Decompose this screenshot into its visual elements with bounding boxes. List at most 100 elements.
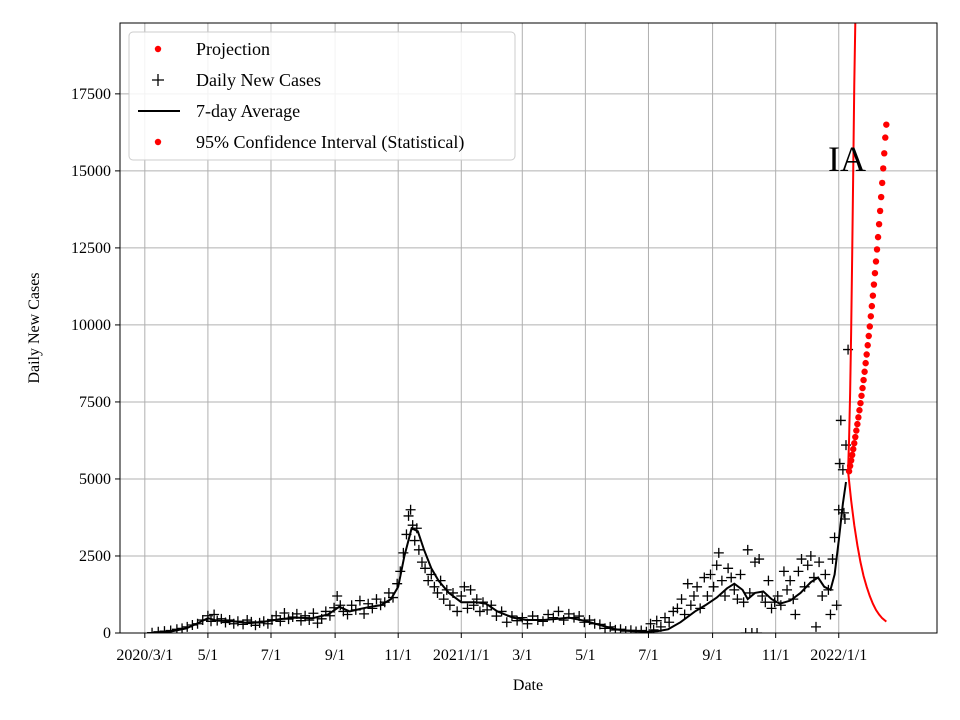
daily-cases-point [279,607,290,618]
daily-cases-point [548,612,559,623]
daily-cases-point [465,584,476,595]
daily-cases-point [254,617,265,628]
daily-cases-point [796,554,807,565]
projection-point [874,233,882,241]
projection-point [867,313,875,320]
daily-cases-point [558,615,569,626]
daily-cases-point [209,609,220,620]
daily-cases-point [719,591,730,602]
daily-cases-point [482,604,493,615]
y-axis-label: Daily New Cases [26,272,43,383]
projection-point [868,302,876,310]
projection-point [855,414,862,421]
daily-cases-point [605,621,616,632]
daily-cases-point [411,523,422,534]
legend-label: Projection [196,39,270,59]
projection-point [878,179,886,187]
daily-cases-point [708,581,719,592]
x-tick-label: 2022/1/1 [810,647,867,664]
daily-cases-point [459,581,470,592]
daily-cases-point [790,609,801,620]
series-layer [147,23,890,633]
projection-point [873,246,881,253]
projection-point [850,445,857,453]
daily-cases-point [808,572,819,583]
daily-cases-point [232,616,243,627]
daily-cases-point [388,592,399,603]
legend-dot-marker [154,45,162,53]
projection-point [857,399,864,407]
daily-cases-point [754,554,765,565]
daily-cases-point [579,617,590,628]
daily-cases-point [335,600,346,611]
daily-cases-point [625,625,636,633]
daily-cases-point [772,591,783,602]
daily-cases-point [532,615,543,626]
daily-cases-point [228,618,239,629]
daily-cases-point [271,610,282,621]
projection-point [847,457,855,464]
region-label: IA [828,139,866,179]
daily-cases-point [182,621,193,632]
projection-point [851,440,858,447]
daily-cases-point [444,600,455,611]
daily-cases-point [329,602,340,613]
daily-cases-point [802,560,813,571]
daily-cases-point [651,615,662,626]
daily-cases-point [291,608,302,619]
daily-cases-point [435,575,446,586]
daily-cases-point [423,575,434,586]
daily-cases-point [655,621,666,632]
y-tick-label: 12500 [71,240,111,257]
daily-cases-point [711,560,722,571]
daily-cases-point [732,594,743,605]
daily-cases-point [620,626,631,633]
daily-cases-point [187,619,198,630]
daily-cases-point [420,563,431,574]
daily-cases-point [600,623,611,633]
daily-cases-point [308,608,319,619]
daily-cases-point [631,626,642,633]
daily-cases-point [735,569,746,580]
projection-point [866,323,873,330]
daily-cases-point [192,618,203,629]
projection-point [852,433,859,441]
daily-cases-point [744,587,755,598]
daily-cases-point [429,581,440,592]
daily-cases-point [395,566,406,577]
daily-cases-point [833,504,844,515]
daily-cases-point [537,616,548,627]
daily-cases-point [448,587,459,598]
ci-upper-line [847,23,857,472]
daily-cases-point [262,618,273,629]
daily-cases-point [664,617,675,628]
x-tick-label: 5/1 [198,647,218,664]
daily-cases-point [831,600,842,611]
y-tick-label: 0 [103,625,111,642]
daily-cases-point [760,597,771,608]
daily-cases-point [165,625,176,633]
daily-cases-point [486,600,497,611]
daily-cases-point [432,587,443,598]
daily-cases-point [405,504,416,515]
projection-point [862,359,869,367]
daily-cases-point [682,578,693,589]
daily-cases-point [517,612,528,623]
daily-cases-point [766,603,777,614]
daily-cases-point [413,544,424,555]
daily-cases-point [835,415,846,426]
daily-cases-point [553,606,564,617]
daily-cases-point [729,584,740,595]
x-tick-label: 2021/1/1 [433,647,490,664]
daily-cases-point [242,615,253,626]
x-tick-label: 9/1 [325,647,345,664]
projection-point [877,193,885,201]
x-axis-label: Date [513,677,543,694]
daily-cases-point [782,584,793,595]
daily-cases-point [350,604,361,615]
daily-cases-point [452,606,463,617]
daily-cases-point [383,587,394,598]
projection-point [845,468,853,475]
legend-label: 95% Confidence Interval (Statistical) [196,132,464,153]
